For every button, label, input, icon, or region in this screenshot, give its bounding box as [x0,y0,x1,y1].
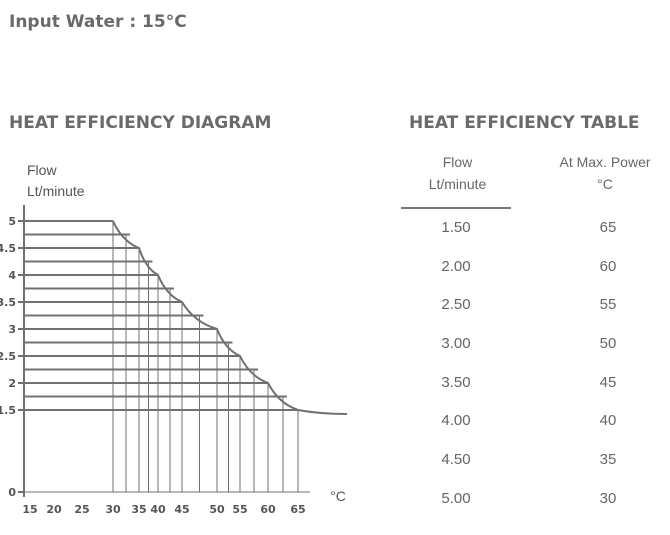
table-cell-temp: 50 [599,335,617,352]
y-tick-label: 4 [8,269,16,282]
table-cell-temp: 35 [599,451,617,468]
efficiency-curve [112,220,348,415]
table-header-flow: Flow Lt/minute [405,151,510,195]
table-cell-flow: 2.50 [441,296,471,313]
x-tick-label: 50 [209,503,225,516]
x-axis-unit: °C [330,488,346,504]
y-tick-label: 3.5 [0,296,16,309]
table-cell-temp: 40 [599,412,617,429]
table-cell-flow: 1.50 [441,219,471,236]
table-cell-flow: 3.50 [441,374,471,391]
table-cell-flow: 4.50 [441,451,471,468]
table-cell-temp: 45 [599,374,617,391]
table-cell-flow: 4.00 [441,412,471,429]
table-cell-temp: 65 [599,219,617,236]
x-tick-label: 15 [22,503,37,516]
x-tick-label: 45 [174,503,189,516]
table-header-divider [401,207,511,209]
table-row: 5.00 30 [400,490,670,512]
x-tick-label: 65 [290,503,305,516]
table-cell-temp: 30 [599,490,617,507]
table-title: HEAT EFFICIENCY TABLE [409,113,640,133]
table-header-flow-line2: Lt/minute [428,176,487,192]
y-tick-label: 4.5 [0,242,16,255]
table-header-temp: At Max. Power °C [545,151,665,195]
table-row: 4.00 40 [400,412,670,434]
table-row: 3.00 50 [400,335,670,357]
table-header-temp-line2: °C [597,176,613,192]
table-row: 2.00 60 [400,258,670,280]
input-water-label: Input Water : 15°C [9,12,187,32]
y-tick-label: 2.5 [0,350,16,363]
table-header-flow-line1: Flow [442,154,473,170]
y-axis-label-line1: Flow [27,162,57,178]
table-row: 4.50 35 [400,451,670,473]
table-header-temp-line1: At Max. Power [559,154,651,170]
table-cell-temp: 60 [599,258,617,275]
x-tick-label: 40 [150,503,166,516]
x-tick-label: 55 [232,503,247,516]
diagram-title: HEAT EFFICIENCY DIAGRAM [9,113,272,133]
table-cell-flow: 3.00 [441,335,471,352]
x-tick-label: 60 [260,503,276,516]
y-tick-label: 2 [8,377,16,390]
table-row: 3.50 45 [400,374,670,396]
y-tick-label: 5 [8,215,16,228]
x-tick-label: 20 [46,503,62,516]
heat-efficiency-chart: Flow Lt/minute 0 1.5 2 2.5 3 3.5 4 4.5 5 15 20 25 30 35… [0,162,348,516]
y-axis-label-line2: Lt/minute [27,183,85,199]
table-row: 1.50 65 [400,219,670,241]
table-cell-flow: 5.00 [441,490,471,507]
table-cell-flow: 2.00 [441,258,471,275]
table-cell-temp: 55 [599,296,617,313]
x-tick-label: 25 [74,503,89,516]
table-row: 2.50 55 [400,296,670,318]
y-tick-label: 0 [8,486,16,499]
x-tick-label: 35 [131,503,146,516]
y-tick-label: 3 [8,323,16,336]
x-tick-label: 30 [105,503,121,516]
y-tick-label: 1.5 [0,404,16,417]
